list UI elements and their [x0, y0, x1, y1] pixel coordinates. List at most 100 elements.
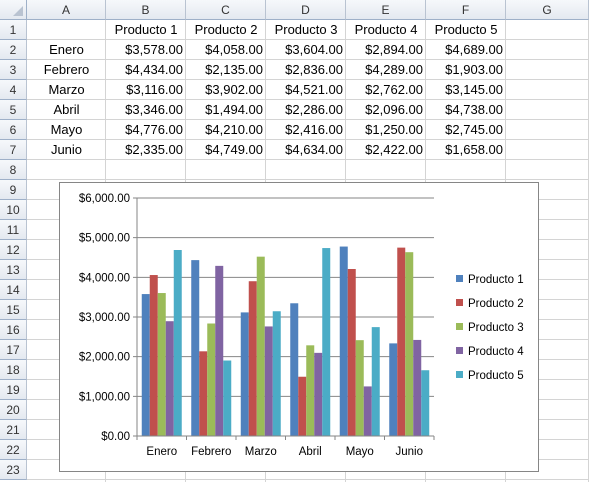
value-cell[interactable]: $4,434.00 [125, 62, 183, 77]
x-tick-label: Marzo [245, 446, 277, 458]
row-header-8[interactable]: 8 [0, 160, 27, 180]
y-tick-label: $1,000.00 [79, 391, 130, 403]
value-cell[interactable]: $1,903.00 [445, 62, 503, 77]
value-cell[interactable]: $2,894.00 [365, 42, 423, 57]
row-header-12[interactable]: 12 [0, 240, 27, 260]
value-cell[interactable]: $3,145.00 [445, 82, 503, 97]
header-cell-producto-3[interactable]: Producto 3 [274, 22, 338, 37]
row-header-15[interactable]: 15 [0, 300, 27, 320]
y-tick-label: $2,000.00 [79, 352, 130, 364]
row-header-13[interactable]: 13 [0, 260, 27, 280]
bar-producto-3-mayo [355, 340, 364, 436]
y-tick-label: $5,000.00 [79, 233, 130, 245]
column-header-a[interactable]: A [27, 0, 106, 20]
value-cell[interactable]: $2,762.00 [365, 82, 423, 97]
value-cell[interactable]: $3,578.00 [125, 42, 183, 57]
legend-label: Producto 3 [468, 322, 524, 334]
bar-producto-5-febrero [223, 360, 232, 436]
row-header-7[interactable]: 7 [0, 140, 27, 160]
row-gridline [27, 119, 589, 120]
month-cell[interactable]: Abril [53, 102, 80, 117]
bar-producto-5-junio [421, 370, 430, 436]
select-all-corner[interactable] [0, 0, 27, 20]
value-cell[interactable]: $2,745.00 [445, 122, 503, 137]
column-header-e[interactable]: E [346, 0, 426, 20]
bar-producto-1-abril [290, 303, 299, 436]
row-header-23[interactable]: 23 [0, 460, 27, 480]
row-header-9[interactable]: 9 [0, 180, 27, 200]
month-cell[interactable]: Febrero [43, 62, 90, 77]
x-tick-label: Junio [396, 446, 424, 458]
value-cell[interactable]: $2,286.00 [285, 102, 343, 117]
value-cell[interactable]: $4,738.00 [445, 102, 503, 117]
value-cell[interactable]: $4,776.00 [125, 122, 183, 137]
month-cell[interactable]: Marzo [48, 82, 85, 97]
column-header-g[interactable]: G [506, 0, 589, 20]
header-cell-producto-4[interactable]: Producto 4 [354, 22, 418, 37]
column-header-d[interactable]: D [266, 0, 346, 20]
value-cell[interactable]: $2,836.00 [285, 62, 343, 77]
value-cell[interactable]: $4,521.00 [285, 82, 343, 97]
value-cell[interactable]: $3,604.00 [285, 42, 343, 57]
row-gridline [27, 79, 589, 80]
month-cell[interactable]: Junio [50, 142, 83, 157]
bar-producto-2-junio [397, 247, 406, 436]
bar-producto-1-mayo [339, 246, 348, 436]
row-header-21[interactable]: 21 [0, 420, 27, 440]
bar-producto-2-febrero [199, 351, 208, 436]
value-cell[interactable]: $2,096.00 [365, 102, 423, 117]
row-header-5[interactable]: 5 [0, 100, 27, 120]
month-cell[interactable]: Mayo [50, 122, 83, 137]
value-cell[interactable]: $1,250.00 [365, 122, 423, 137]
y-tick-label: $4,000.00 [79, 272, 130, 284]
header-cell-producto-1[interactable]: Producto 1 [114, 22, 178, 37]
bar-producto-5-marzo [272, 311, 281, 436]
value-cell[interactable]: $2,135.00 [205, 62, 263, 77]
value-cell[interactable]: $4,689.00 [445, 42, 503, 57]
header-cell-producto-5[interactable]: Producto 5 [434, 22, 498, 37]
bar-producto-3-febrero [207, 323, 216, 436]
legend-label: Producto 4 [468, 346, 524, 358]
row-header-18[interactable]: 18 [0, 360, 27, 380]
value-cell[interactable]: $4,634.00 [285, 142, 343, 157]
value-cell[interactable]: $3,346.00 [125, 102, 183, 117]
row-header-19[interactable]: 19 [0, 380, 27, 400]
row-header-14[interactable]: 14 [0, 280, 27, 300]
x-tick-label: Enero [146, 446, 177, 458]
month-cell[interactable]: Enero [49, 42, 84, 57]
row-header-6[interactable]: 6 [0, 120, 27, 140]
y-tick-label: $6,000.00 [79, 193, 130, 205]
legend-swatch [456, 371, 463, 378]
value-cell[interactable]: $4,749.00 [205, 142, 263, 157]
value-cell[interactable]: $2,422.00 [365, 142, 423, 157]
value-cell[interactable]: $4,289.00 [365, 62, 423, 77]
value-cell[interactable]: $3,116.00 [126, 82, 183, 97]
row-header-22[interactable]: 22 [0, 440, 27, 460]
row-header-17[interactable]: 17 [0, 340, 27, 360]
row-header-10[interactable]: 10 [0, 200, 27, 220]
row-header-1[interactable]: 1 [0, 20, 27, 40]
embedded-chart[interactable]: $0.00 $1,000.00 $2,000.00 $3,000.00 $4,000.0… [59, 182, 539, 472]
column-header-b[interactable]: B [106, 0, 186, 20]
row-header-11[interactable]: 11 [0, 220, 27, 240]
row-header-3[interactable]: 3 [0, 60, 27, 80]
value-cell[interactable]: $4,210.00 [205, 122, 263, 137]
row-header-16[interactable]: 16 [0, 320, 27, 340]
value-cell[interactable]: $2,416.00 [285, 122, 343, 137]
value-cell[interactable]: $1,658.00 [445, 142, 503, 157]
row-gridline [27, 159, 589, 160]
column-header-c[interactable]: C [186, 0, 266, 20]
legend-swatch [456, 275, 463, 282]
value-cell[interactable]: $4,058.00 [205, 42, 263, 57]
value-cell[interactable]: $3,902.00 [205, 82, 263, 97]
value-cell[interactable]: $1,494.00 [205, 102, 263, 117]
bar-producto-4-febrero [215, 265, 224, 436]
header-cell-producto-2[interactable]: Producto 2 [194, 22, 258, 37]
column-header-f[interactable]: F [426, 0, 506, 20]
bar-producto-2-enero [149, 275, 158, 436]
row-header-20[interactable]: 20 [0, 400, 27, 420]
value-cell[interactable]: $2,335.00 [125, 142, 183, 157]
row-header-2[interactable]: 2 [0, 40, 27, 60]
row-header-4[interactable]: 4 [0, 80, 27, 100]
